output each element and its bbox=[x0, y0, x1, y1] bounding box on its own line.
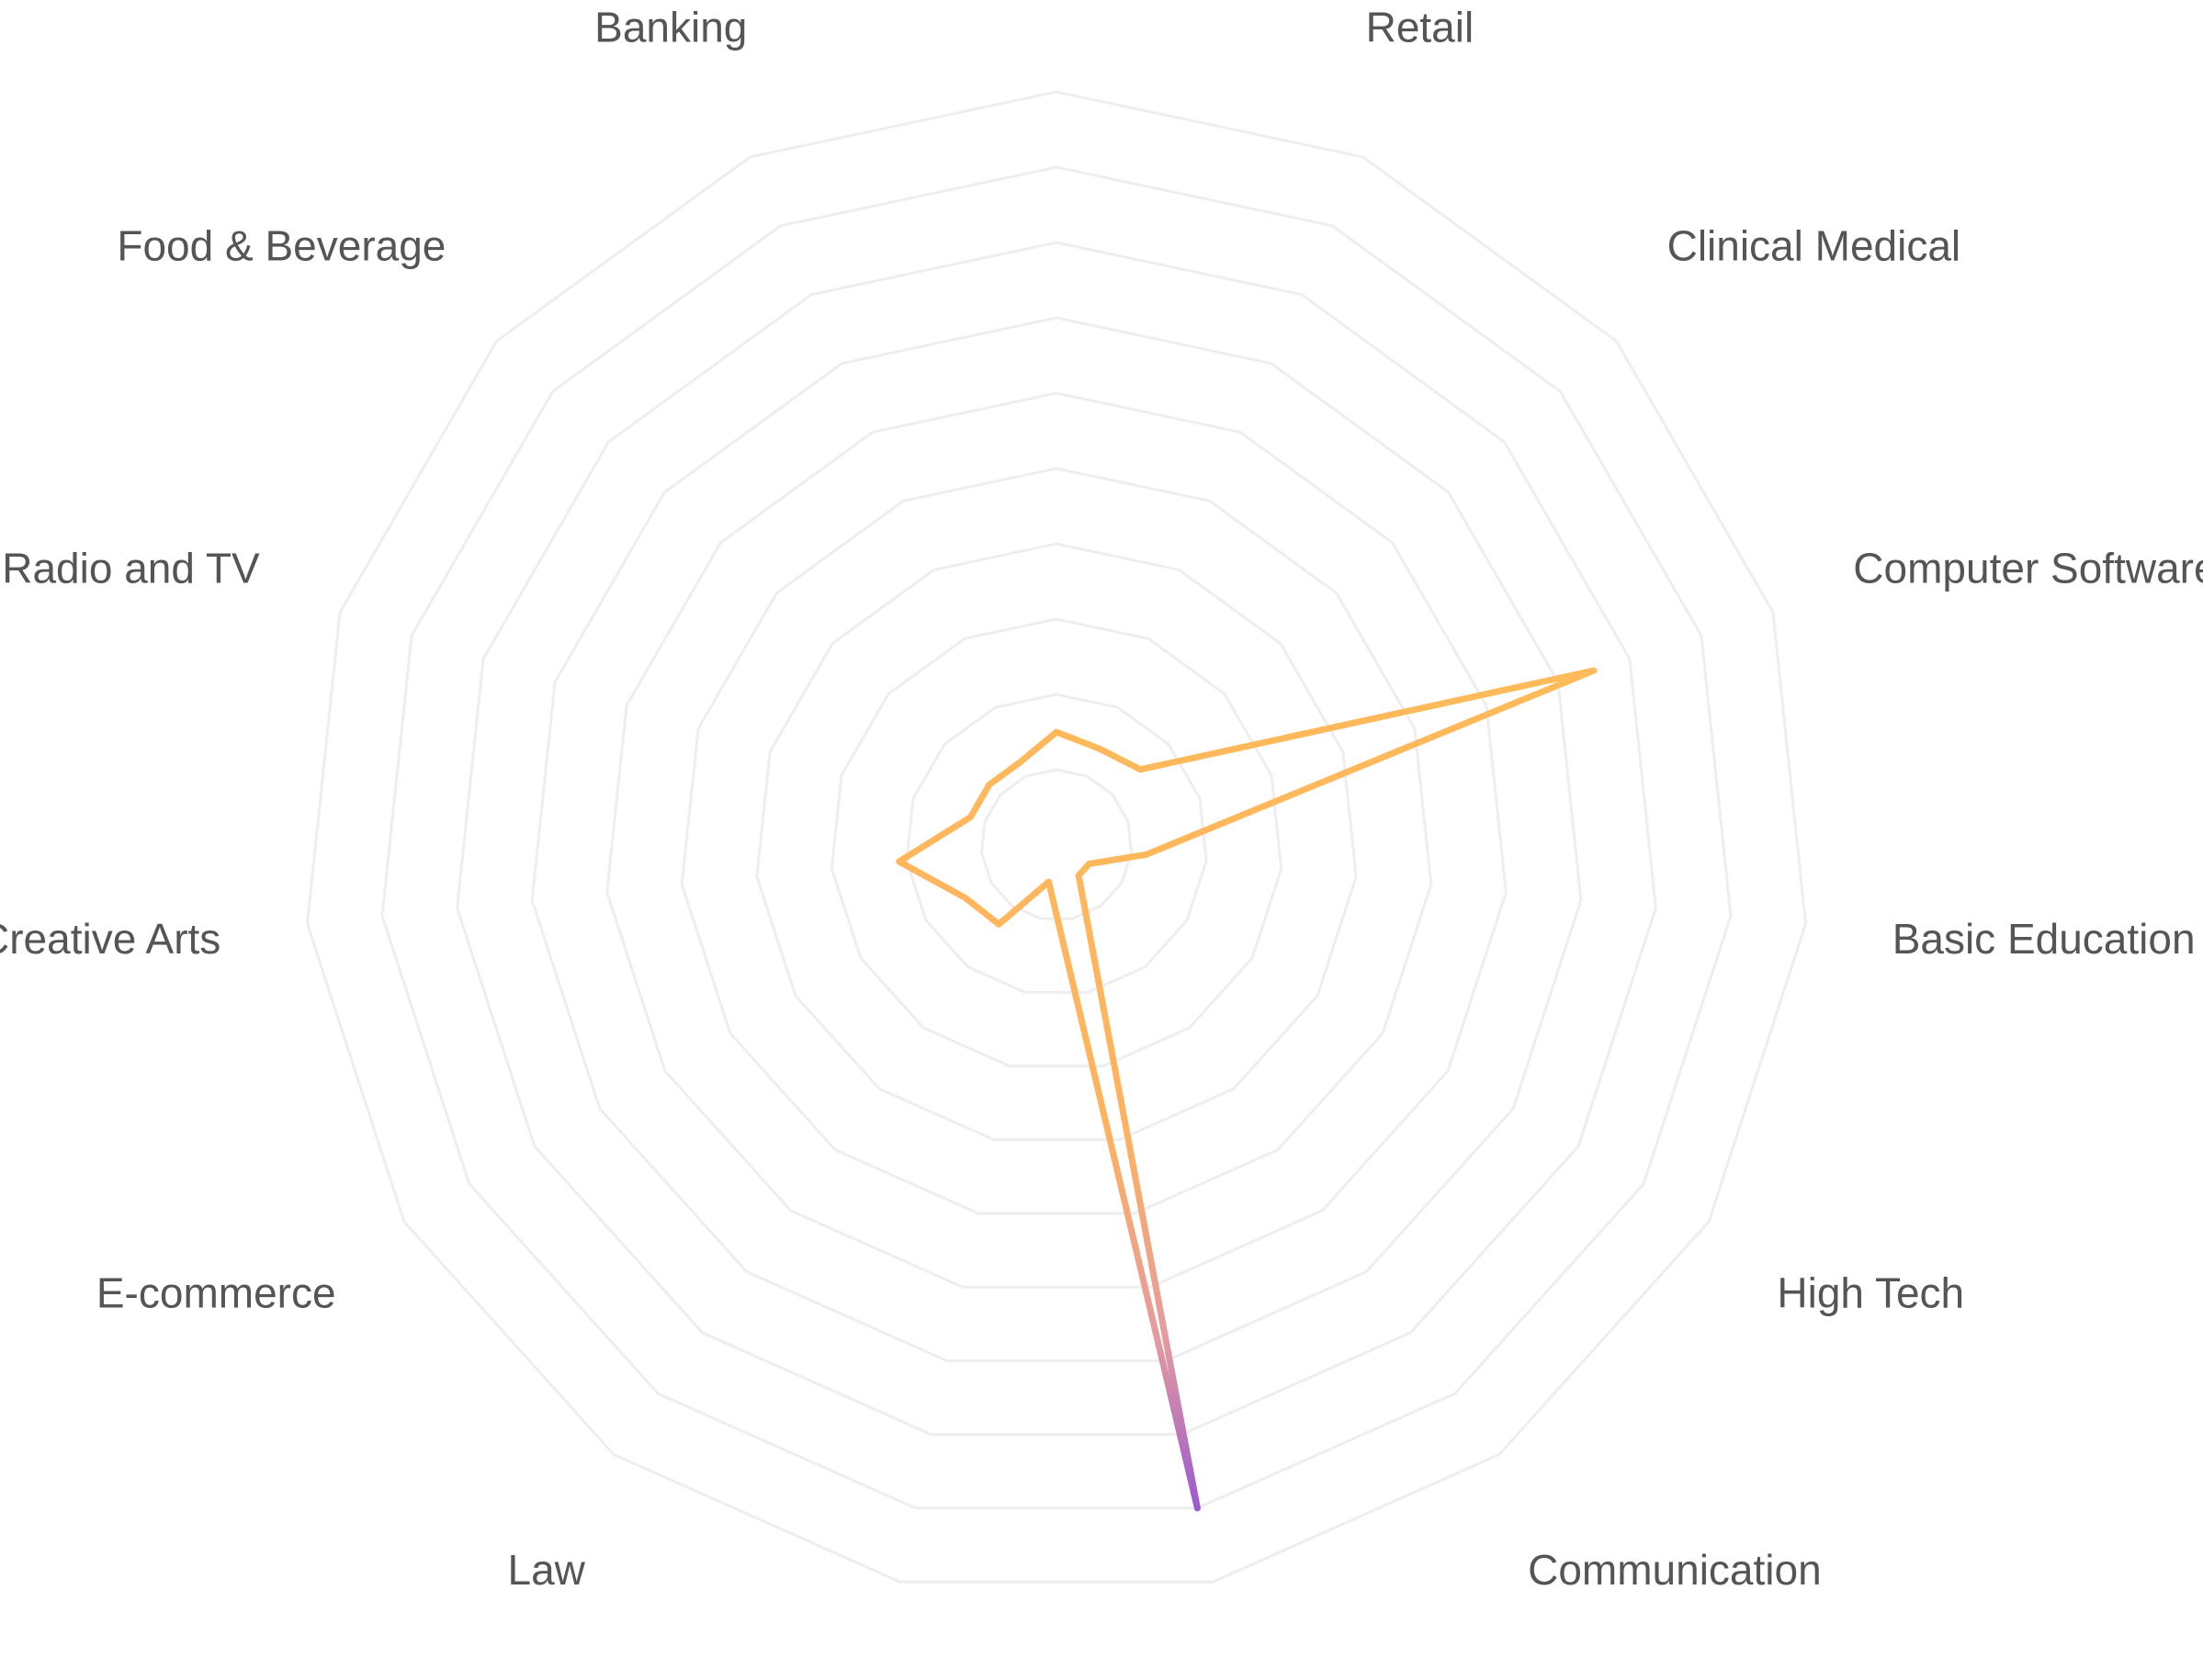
grid-ring bbox=[380, 165, 1733, 1510]
grid-ring bbox=[979, 768, 1134, 920]
radar-series bbox=[896, 667, 1598, 1512]
axis-label: Law bbox=[508, 1546, 586, 1594]
grid-ring bbox=[605, 391, 1508, 1289]
grid-ring bbox=[830, 617, 1283, 1068]
grid-ring bbox=[456, 241, 1657, 1437]
grid-ring bbox=[905, 693, 1208, 994]
axis-label: Retail bbox=[1366, 3, 1474, 51]
axis-label: Communication bbox=[1528, 1546, 1822, 1594]
axis-label: E-commerce bbox=[96, 1269, 336, 1317]
series-line bbox=[896, 667, 1598, 1512]
grid-ring bbox=[680, 467, 1433, 1215]
axis-label: High Tech bbox=[1777, 1269, 1964, 1317]
axis-label: Creative Arts bbox=[0, 915, 220, 963]
axis-label: Computer Software bbox=[1853, 545, 2203, 592]
radar-grid bbox=[305, 90, 1808, 1584]
grid-ring bbox=[530, 316, 1583, 1362]
axis-label: Food & Beverage bbox=[117, 222, 446, 270]
axis-label: Radio and TV bbox=[2, 545, 260, 592]
grid-ring bbox=[305, 90, 1808, 1584]
grid-ring bbox=[755, 542, 1358, 1142]
axis-label: Banking bbox=[594, 3, 747, 51]
axis-label: Clinical Medical bbox=[1667, 222, 1961, 270]
axis-label: Basic Education bbox=[1892, 915, 2196, 963]
